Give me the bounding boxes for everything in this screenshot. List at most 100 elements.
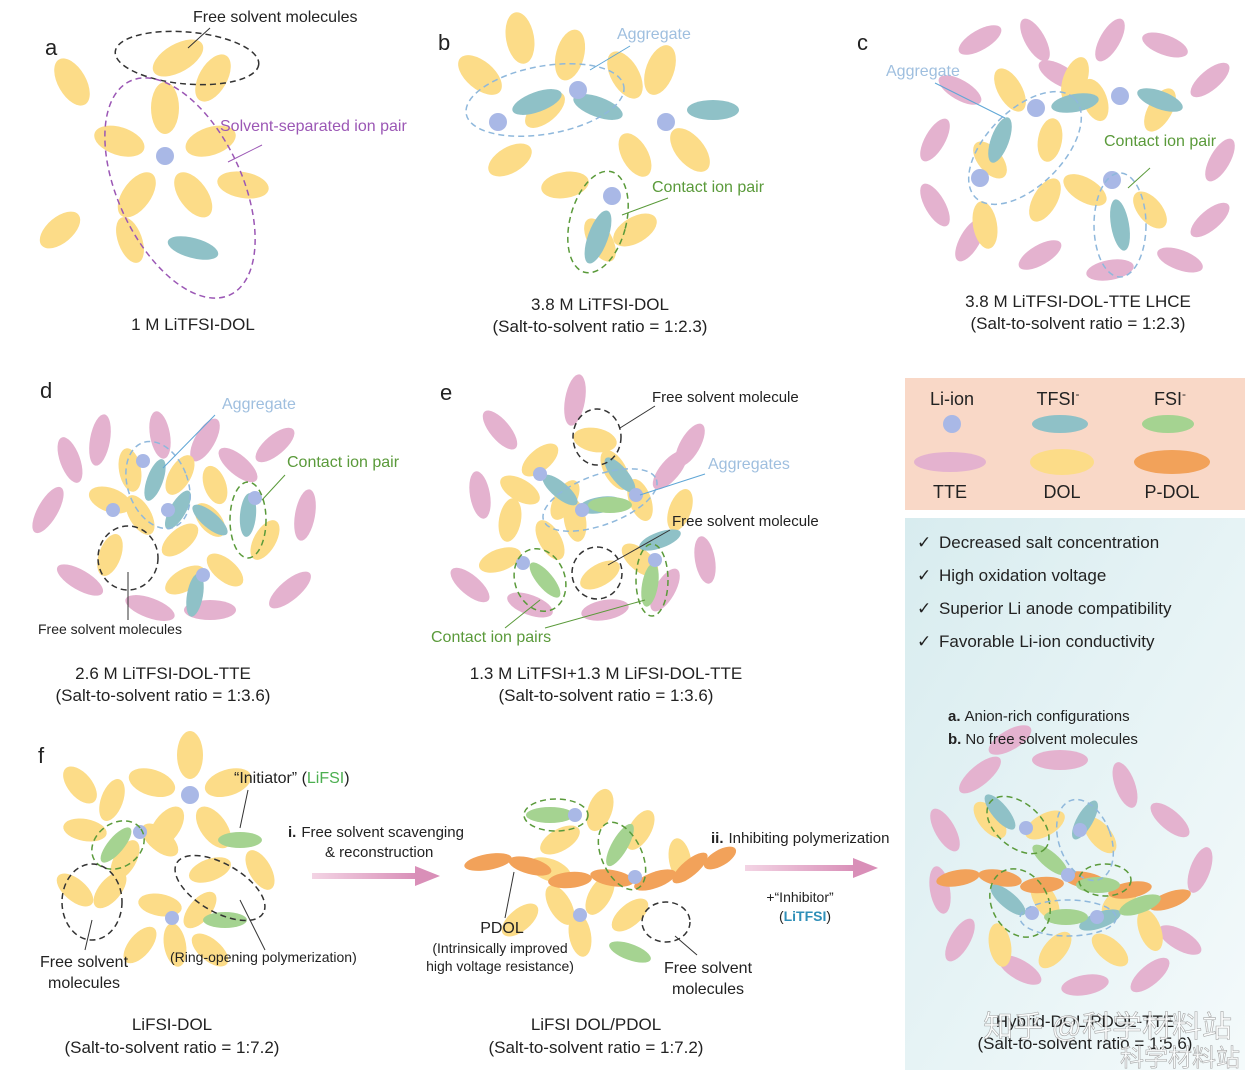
arrow-step-ii (745, 858, 878, 878)
dol-ellipse-icon (1030, 449, 1094, 475)
dol-molecule (667, 488, 693, 532)
dol-molecule (1133, 191, 1167, 229)
tte-molecule (1020, 18, 1050, 62)
tfsi-ellipse-icon (1032, 415, 1088, 433)
outline-free-solvent (61, 863, 123, 941)
tte-molecule (482, 410, 518, 450)
li-ion (971, 169, 989, 187)
panel-label-d: d (40, 378, 52, 403)
legend-fsi-name: FSI (1154, 389, 1182, 409)
tfsi-anion (584, 210, 612, 264)
pdol-segment (464, 853, 512, 871)
hybrid-note-b-bold: b. (948, 731, 961, 748)
outline-free-solvent (571, 546, 623, 600)
li-ion (106, 503, 120, 517)
annotation-contact-c: Contact ion pair (1104, 133, 1217, 150)
tfsi-anion (165, 490, 191, 530)
dol-molecule (554, 29, 586, 81)
pdol-segment (672, 852, 708, 884)
dol-molecule (250, 520, 280, 560)
li-ion (657, 113, 675, 131)
dol-molecule (141, 823, 179, 857)
legend-label-dol: DOL (1043, 482, 1080, 502)
li-ion (1103, 171, 1121, 189)
li-ion (533, 467, 547, 481)
caption-f-right-line2: (Salt-to-solvent ratio = 1:5.6) (978, 1034, 1193, 1053)
dol-molecule (458, 55, 502, 95)
li-ion (181, 786, 199, 804)
inhibitor-salt: LiTFSI (784, 908, 827, 924)
tfsi-anion (512, 89, 562, 115)
pdol-segment (508, 856, 552, 876)
leader-b-agg (589, 45, 631, 71)
dol-molecule (123, 926, 157, 964)
pdol-segment (548, 871, 592, 889)
leader-c-contact (1127, 167, 1151, 189)
outline-aggregate (465, 62, 625, 138)
tte-molecule (1150, 802, 1190, 838)
leader-a-free (187, 27, 211, 49)
dol-molecule (93, 871, 127, 909)
caption-e-line2: (Salt-to-solvent ratio = 1:3.6) (499, 686, 714, 705)
leader-ring-opening (239, 899, 266, 951)
dol-molecule (1025, 810, 1065, 840)
caption-b-line1: 3.8 M LiTFSI-DOL (531, 295, 669, 314)
li-ion (1073, 823, 1087, 837)
tte-molecule (56, 564, 104, 596)
dol-molecule (586, 788, 614, 832)
annotation-free-top-e: Free solvent molecule (652, 389, 799, 406)
fsi-anion (606, 823, 634, 867)
tte-molecule (1190, 62, 1230, 98)
step-ii-num: ii. (711, 830, 724, 847)
feature-item: Superior Li anode compatibility (939, 599, 1172, 618)
fsi-anion (588, 497, 632, 513)
initiator-label: “Initiator” (LiFSI) (234, 770, 350, 787)
li-ion (1019, 821, 1033, 835)
pdol-segment (1020, 876, 1064, 894)
leader-a-sip (227, 144, 263, 163)
tte-molecule (190, 418, 220, 462)
inhibitor-salt-open: ( (779, 908, 784, 924)
hybrid-note-a: a. Anion-rich configurations (948, 708, 1130, 725)
annotation-contact-d: Contact ion pair (287, 454, 400, 471)
dol-molecule (116, 217, 144, 263)
tte-molecule (1086, 259, 1134, 281)
legend-label-li-ion: Li-ion (930, 389, 974, 409)
caption-e-line1: 1.3 M LiTFSI+1.3 M LiFSI-DOL-TTE (470, 664, 743, 683)
tte-molecule (1032, 750, 1088, 770)
leader-e-agg (639, 473, 706, 496)
caption-f-mid-line2: (Salt-to-solvent ratio = 1:7.2) (489, 1038, 704, 1057)
leader-free-mid (674, 935, 698, 956)
leader-e-contact-2 (544, 599, 646, 629)
legend-label-tfsi: TFSI- (1037, 387, 1080, 409)
li-ion (573, 908, 587, 922)
outline-aggregate (125, 440, 191, 530)
tfsi-anion (1110, 199, 1130, 251)
caption-f-left-line1: LiFSI-DOL (132, 1015, 212, 1034)
hybrid-note-b-text: No free solvent molecules (965, 731, 1138, 748)
pdol-segment (1149, 889, 1191, 911)
feature-item: Decreased salt concentration (939, 533, 1159, 552)
pdol-note-1: (Intrinsically improved (432, 940, 567, 956)
tte-molecule (920, 118, 950, 162)
caption-f-right-line1: Hybrid-DOL/PDOL-TTE (996, 1012, 1175, 1031)
annotation-free-mid-1: Free solvent (664, 960, 753, 977)
watermark-line1: 知乎 @科学材料站 (983, 1011, 1232, 1044)
leader-c-agg (934, 82, 1006, 119)
initiator-salt: LiFSI (307, 770, 344, 787)
annotation-aggregates-e: Aggregates (708, 456, 790, 473)
caption-a-line1: 1 M LiTFSI-DOL (131, 315, 255, 334)
dol-molecule (128, 768, 176, 798)
dol-molecule (973, 801, 1007, 839)
dol-molecule (625, 810, 655, 850)
check-icon: ✓ (917, 533, 931, 552)
fsi-anion (1119, 894, 1161, 916)
arrow-step-i-head (415, 866, 440, 886)
dol-molecule (618, 133, 652, 177)
dol-molecule (568, 913, 592, 957)
dol-molecule (110, 840, 140, 880)
li-ion (1090, 910, 1104, 924)
tte-molecule (1061, 974, 1109, 996)
leader-d-agg (162, 414, 216, 469)
annotation-free-d: Free solvent molecules (38, 621, 182, 637)
